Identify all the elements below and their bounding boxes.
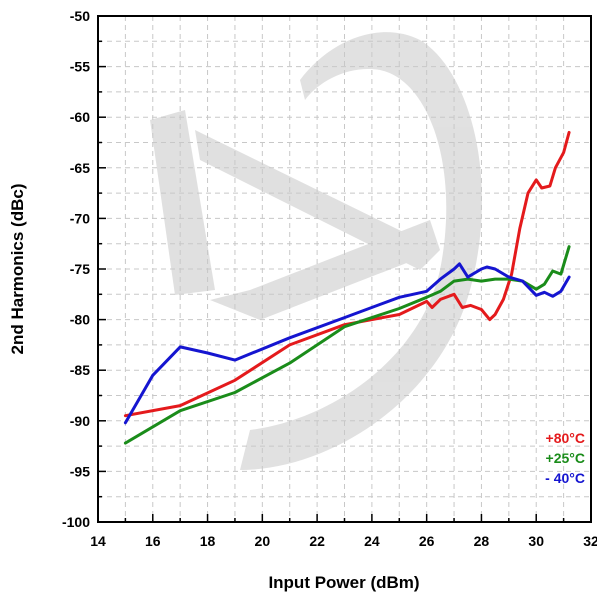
- x-tick-label: 16: [145, 533, 161, 549]
- y-tick-label: -55: [70, 59, 90, 75]
- axis-ticks: [97, 15, 592, 523]
- y-tick-label: -75: [70, 261, 90, 277]
- y-tick-label: -100: [62, 514, 90, 530]
- y-tick-label: -70: [70, 210, 90, 226]
- series-line: [123, 262, 571, 425]
- y-tick-label: -80: [70, 312, 90, 328]
- x-tick-label: 28: [474, 533, 490, 549]
- x-tick-label: 24: [364, 533, 380, 549]
- y-tick-label: -50: [70, 8, 90, 24]
- x-tick-label: 22: [309, 533, 325, 549]
- y-tick-label: -65: [70, 160, 90, 176]
- legend-entry: - 40°C: [545, 470, 585, 486]
- legend: +80°C +25°C - 40°C: [545, 430, 585, 486]
- series-line: [123, 130, 571, 418]
- x-tick-label: 14: [90, 533, 106, 549]
- y-tick-label: -90: [70, 413, 90, 429]
- x-axis-title: Input Power (dBm): [268, 573, 419, 592]
- x-tick-label: 30: [528, 533, 544, 549]
- y-tick-label: -95: [70, 463, 90, 479]
- x-tick-label: 18: [200, 533, 216, 549]
- legend-entry: +80°C: [546, 430, 585, 446]
- y-tick-label: -60: [70, 109, 90, 125]
- grid-lines: [98, 16, 591, 522]
- x-tick-label: 32: [583, 533, 597, 549]
- tick-labels: 14 16 18 20 22 24 26 28 30 32 -50 -55 -60 -65 -70 -75 -8…: [62, 8, 597, 549]
- x-tick-label: 20: [255, 533, 271, 549]
- y-axis-title: 2nd Harmonics (dBc): [8, 184, 27, 355]
- y-tick-label: -85: [70, 362, 90, 378]
- legend-entry: +25°C: [546, 450, 585, 466]
- x-tick-label: 26: [419, 533, 435, 549]
- series-line: [123, 245, 571, 445]
- series-lines: [123, 130, 571, 445]
